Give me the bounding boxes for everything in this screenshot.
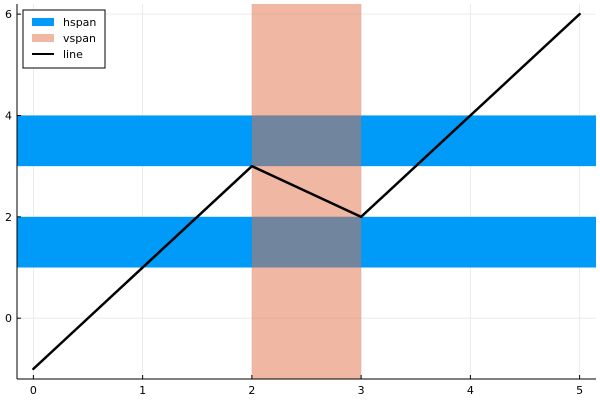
- y-tick-label: 0: [5, 312, 12, 325]
- legend-label-vspan: vspan: [63, 32, 96, 45]
- y-tick-label: 4: [5, 109, 12, 122]
- x-tick-label: 5: [576, 384, 583, 397]
- x-tick-label: 2: [248, 384, 255, 397]
- y-tick-label: 6: [5, 8, 12, 21]
- line-layer: [32, 12, 581, 371]
- legend-swatch-vspan: [32, 34, 54, 42]
- y-tick-label: 2: [5, 211, 12, 224]
- legend: hspan vspan line: [22, 9, 106, 69]
- x-tick-label: 3: [358, 384, 365, 397]
- legend-swatch-hspan: [32, 18, 54, 26]
- line-series: [32, 12, 581, 371]
- x-tick-label: 4: [467, 384, 474, 397]
- x-tick-label: 0: [30, 384, 37, 397]
- legend-label-hspan: hspan: [63, 16, 96, 29]
- axes: [16, 4, 596, 380]
- legend-label-line: line: [63, 48, 83, 61]
- x-tick-label: 1: [139, 384, 146, 397]
- tick-labels: 0 1 2 3 4 5 0 2 4 6: [5, 8, 583, 397]
